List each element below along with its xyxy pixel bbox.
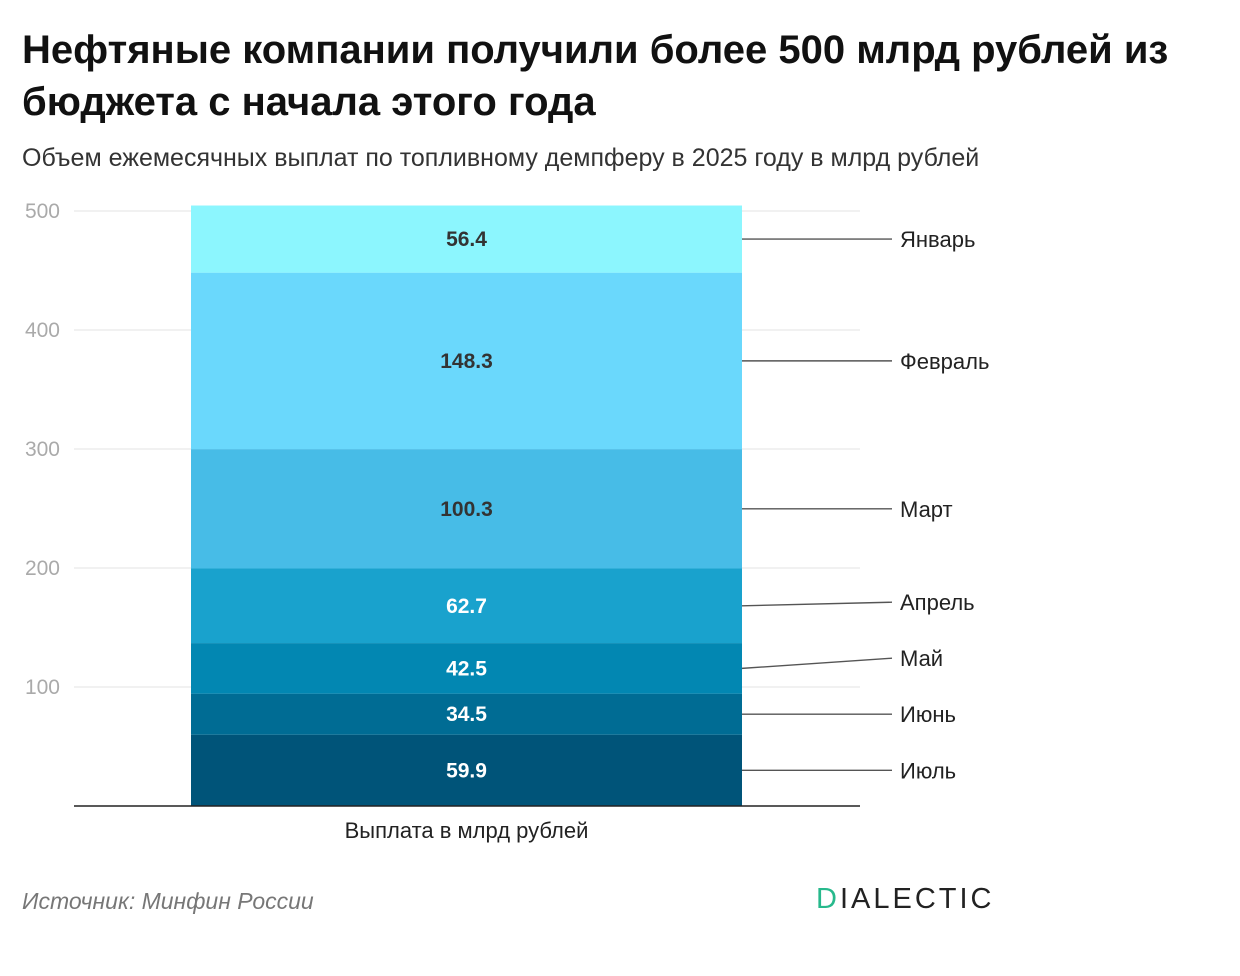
bar-segment-6 — [191, 205, 742, 273]
legend-label-1: Июнь — [900, 702, 956, 727]
legend-label-4: Март — [900, 497, 953, 522]
bar-segment-2 — [191, 643, 742, 694]
y-tick-label-200: 200 — [25, 557, 60, 580]
y-tick-label-100: 100 — [25, 676, 60, 699]
bar-segment-5 — [191, 272, 742, 450]
legend-label-6: Январь — [900, 227, 975, 252]
legend-connector-2 — [741, 657, 893, 670]
segment-value-label-5: 148.3 — [440, 350, 493, 373]
logo-rest: IALECTIC — [839, 883, 995, 915]
chart-subtitle: Объем ежемесячных выплат по топливному д… — [22, 144, 980, 172]
bar-segment-3 — [191, 568, 742, 644]
legend-connector-3 — [741, 601, 893, 607]
segment-value-label-3: 62.7 — [446, 595, 487, 618]
x-category-label: Выплата в млрд рублей — [345, 818, 589, 843]
stacked-bar-chart: 59.9 34.5 42.5 62.7 100.3 148.3 56.4 Июль Июнь М… — [25, 200, 989, 843]
legend-label-0: Июль — [900, 758, 956, 783]
segment-value-label-2: 42.5 — [446, 657, 487, 680]
dialectic-logo: DIALECTIC — [816, 883, 994, 916]
segment-value-label-1: 34.5 — [446, 703, 487, 726]
logo-letter-d: D — [816, 883, 840, 915]
bar-segment-1 — [191, 693, 742, 735]
segment-value-label-0: 59.9 — [446, 759, 487, 782]
bar-segment-4 — [191, 449, 742, 569]
legend-label-2: Май — [900, 646, 943, 671]
segment-value-label-6: 56.4 — [446, 228, 487, 251]
chart-title: Нефтяные компании получили более 500 млр… — [22, 28, 1169, 124]
segment-value-label-4: 100.3 — [440, 498, 493, 521]
y-tick-label-500: 500 — [25, 200, 60, 223]
y-tick-label-400: 400 — [25, 319, 60, 342]
source-note: Источник: Минфин России — [22, 888, 314, 914]
y-tick-label-300: 300 — [25, 438, 60, 461]
legend-label-5: Февраль — [900, 349, 989, 374]
bar-segment-0 — [191, 734, 742, 806]
legend-label-3: Апрель — [900, 590, 975, 615]
